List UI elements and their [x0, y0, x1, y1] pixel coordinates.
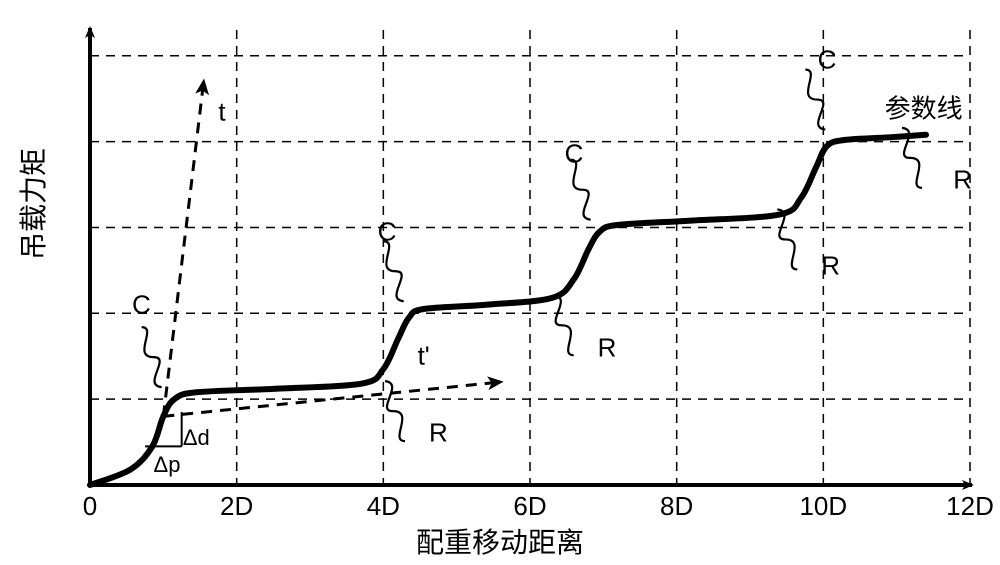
x-tick-label: 2D — [220, 491, 253, 522]
x-tick-label: 0 — [83, 491, 97, 522]
x-tick-label: 10D — [799, 491, 847, 522]
figure: 吊载力矩 配重移动距离 0 2D 4D 6D 8D 10D 12D C C C C R R R Rt t' Δ… — [0, 0, 1000, 565]
r-annotation: R — [821, 251, 840, 282]
x-axis-label: 配重移动距离 — [416, 521, 584, 561]
curve-layer — [90, 135, 926, 485]
delta-d-label: Δd — [183, 425, 210, 451]
r-annotation: R — [953, 165, 972, 196]
y-axis-label: 吊载力矩 — [12, 148, 52, 260]
c-annotation: C — [565, 139, 584, 170]
param-line-label: 参数线 — [885, 89, 963, 126]
x-tick-label: 6D — [513, 491, 546, 522]
x-tick-label: 12D — [946, 491, 994, 522]
chart-svg — [0, 0, 1000, 565]
x-tick-label: 4D — [367, 491, 400, 522]
r-annotation: R — [429, 418, 448, 449]
t-label: t — [218, 96, 225, 127]
delta-p-label: Δp — [154, 452, 181, 478]
t-prime-label: t' — [418, 341, 430, 372]
c-annotation: C — [818, 45, 837, 76]
c-annotation: C — [378, 216, 397, 247]
r-annotation: R — [598, 332, 617, 363]
x-tick-label: 8D — [660, 491, 693, 522]
vector-layer — [163, 82, 500, 417]
c-annotation: C — [132, 289, 151, 320]
